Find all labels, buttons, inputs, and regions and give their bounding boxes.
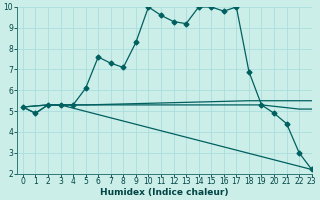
X-axis label: Humidex (Indice chaleur): Humidex (Indice chaleur)	[100, 188, 228, 197]
